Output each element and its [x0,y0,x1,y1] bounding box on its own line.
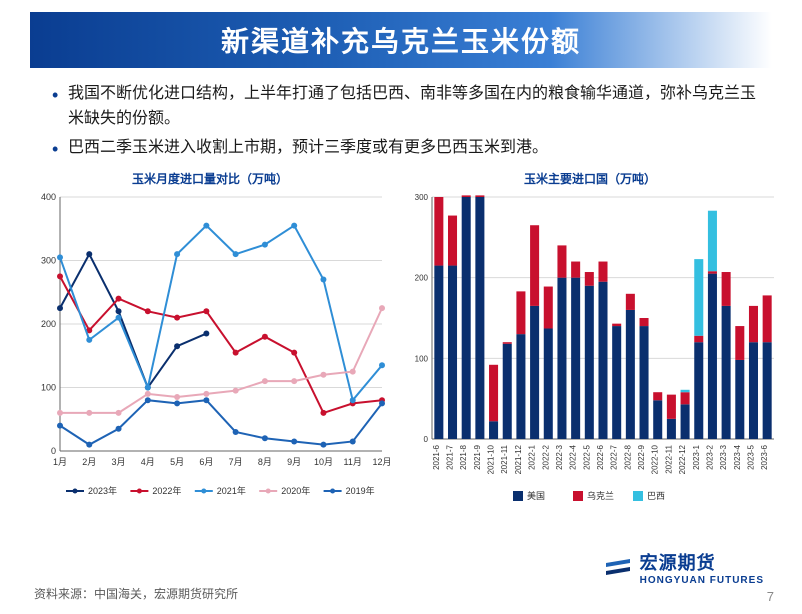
svg-text:2022-9: 2022-9 [637,445,646,470]
svg-text:100: 100 [415,355,429,364]
svg-text:6月: 6月 [199,457,213,467]
svg-text:2022-1: 2022-1 [528,445,537,470]
svg-text:2022-8: 2022-8 [623,445,632,470]
svg-text:300: 300 [41,256,56,266]
charts-row: 玉米月度进口量对比（万吨） 0 100 200 300 400 1月 2月 3月 4月 5月 6月 7… [0,170,802,511]
svg-text:2019年: 2019年 [346,485,375,496]
svg-text:2020年: 2020年 [281,485,310,496]
svg-text:2022-11: 2022-11 [664,445,673,474]
svg-text:2021年: 2021年 [217,485,246,496]
svg-text:2022-12: 2022-12 [678,445,687,475]
svg-text:1月: 1月 [53,457,67,467]
svg-text:4月: 4月 [141,457,155,467]
svg-text:300: 300 [415,193,429,202]
svg-text:12月: 12月 [372,457,390,467]
svg-text:11月: 11月 [344,457,362,467]
svg-text:2022-2: 2022-2 [541,445,550,470]
svg-text:2月: 2月 [82,457,96,467]
title-bar: 新渠道补充乌克兰玉米份额 [30,12,772,68]
svg-text:9月: 9月 [287,457,301,467]
svg-text:200: 200 [415,274,429,283]
svg-text:2022-3: 2022-3 [555,445,564,470]
svg-text:2023年: 2023年 [88,485,117,496]
line-chart-title: 玉米月度进口量对比（万吨） [132,170,288,187]
line-chart-box: 玉米月度进口量对比（万吨） 0 100 200 300 400 1月 2月 3月 4月 5月 6月 7… [30,170,390,511]
svg-text:100: 100 [41,383,56,393]
svg-text:10月: 10月 [314,457,333,467]
svg-text:2022-6: 2022-6 [596,445,605,470]
svg-text:3月: 3月 [112,457,126,467]
bullet-item: 我国不断优化进口结构，上半年打通了包括巴西、南非等多国在内的粮食输华通道，弥补乌… [52,82,762,132]
svg-text:2021-10: 2021-10 [487,445,496,475]
svg-text:2022-10: 2022-10 [651,445,660,475]
svg-text:8月: 8月 [258,457,272,467]
logo-en: HONGYUAN FUTURES [640,575,764,586]
logo-icon [604,553,634,583]
svg-text:2022-4: 2022-4 [569,445,578,470]
svg-text:2021-11: 2021-11 [500,445,509,474]
svg-text:7月: 7月 [229,457,243,467]
svg-text:2023-5: 2023-5 [746,445,755,470]
svg-text:2021-12: 2021-12 [514,445,523,475]
svg-text:2022-5: 2022-5 [582,445,591,470]
bar-chart-box: 玉米主要进口国（万吨） 0 100 200 300 2021-6 2021-7 2021-8… [400,170,780,511]
logo: 宏源期货 HONGYUAN FUTURES [604,549,764,586]
svg-text:2021-9: 2021-9 [473,445,482,470]
line-chart: 0 100 200 300 400 1月 2月 3月 4月 5月 6月 7月 8月 9月 10月 11月 12月… [30,191,390,511]
svg-text:2021-6: 2021-6 [432,445,441,470]
svg-text:2023-6: 2023-6 [760,445,769,470]
svg-text:美国: 美国 [527,490,545,501]
svg-text:2022-7: 2022-7 [610,445,619,470]
bullet-item: 巴西二季玉米进入收割上市期，预计三季度或有更多巴西玉米到港。 [52,136,762,161]
svg-text:2021-8: 2021-8 [459,445,468,470]
source-text: 资料来源：中国海关，宏源期货研究所 [34,585,238,602]
bar-chart-title: 玉米主要进口国（万吨） [524,170,656,187]
svg-text:5月: 5月 [170,457,184,467]
svg-text:巴西: 巴西 [647,491,665,501]
svg-text:乌克兰: 乌克兰 [587,490,614,501]
svg-text:0: 0 [51,446,56,456]
svg-text:2023-2: 2023-2 [705,445,714,470]
svg-text:2023-3: 2023-3 [719,445,728,470]
svg-text:2021-7: 2021-7 [446,445,455,470]
logo-cn: 宏源期货 [640,549,764,575]
svg-text:2023-4: 2023-4 [733,445,742,470]
svg-text:400: 400 [41,192,56,202]
bar-chart: 0 100 200 300 2021-6 2021-7 2021-8 2021-9 2021-1… [400,191,780,511]
svg-text:2022年: 2022年 [152,485,181,496]
svg-text:2023-1: 2023-1 [692,445,701,470]
bullet-list: 我国不断优化进口结构，上半年打通了包括巴西、南非等多国在内的粮食输华通道，弥补乌… [52,82,762,160]
svg-text:0: 0 [424,435,429,444]
svg-text:200: 200 [41,319,56,329]
page-title: 新渠道补充乌克兰玉米份额 [221,20,581,60]
